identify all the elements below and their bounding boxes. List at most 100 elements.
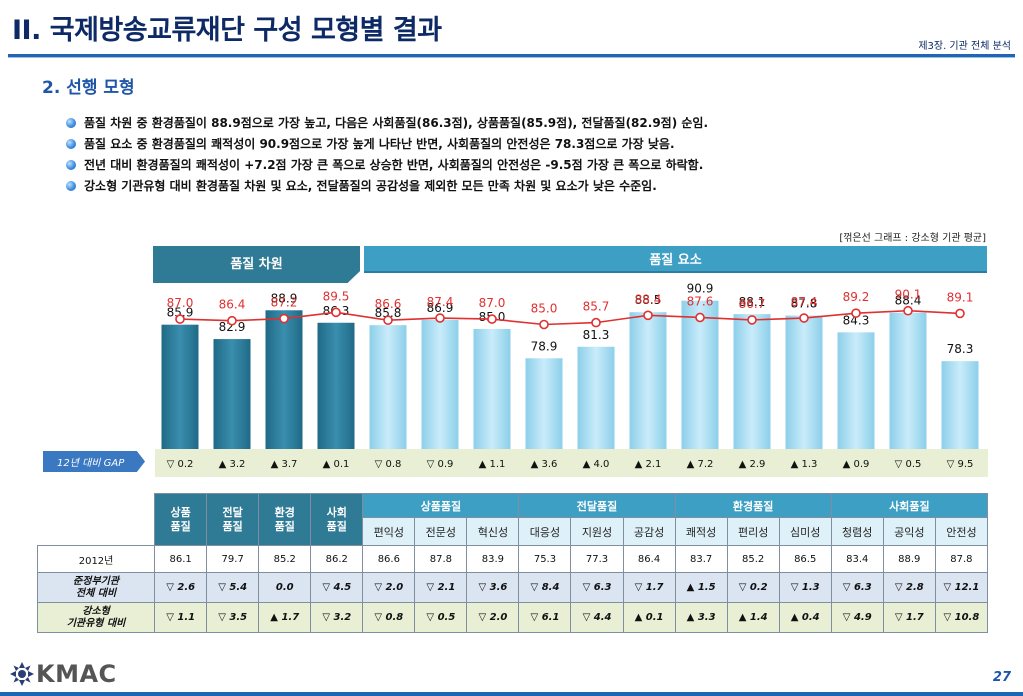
element-header: 대응성 [518,517,572,546]
gap-value: ▲ 3.6 [531,459,558,470]
dimension-header: 전달 품질 [206,493,260,546]
table-cell: ▽ 3.2 [310,602,364,633]
bar-쾌적성 [681,300,719,449]
table-cell: ▲ 0.4 [778,602,832,633]
gap-band [155,449,988,477]
gap-value: ▲ 0.9 [843,459,870,470]
title-divider [8,54,1015,58]
line-value-label: 89.2 [843,290,870,304]
line-value-label: 88.4 [635,292,662,306]
bar-value-label: 88.5 [635,293,662,307]
average-point [383,315,393,325]
table-cell: ▽ 0.8 [362,602,416,633]
average-point [591,317,601,328]
table-cell: 86.4 [622,545,676,573]
table-cell: 88.9 [882,545,936,573]
table-cell: ▽ 1.7 [882,602,936,633]
element-header: 심미성 [778,517,832,546]
table-cell: ▲ 1.4 [726,602,780,633]
score-table: 상품 품질 전달 품질 환경 품질 사회 품질 상품품질 전달품질 환경품질 사… [36,493,989,633]
average-point [799,313,809,323]
table-cell: ▽ 12.1 [934,572,989,603]
table-row: 2012년 86.1 79.7 85.2 86.2 86.6 87.8 83.9 75.3 77.… [36,545,989,573]
element-header: 편익성 [362,517,416,546]
element-header: 전문성 [414,517,468,546]
bar-전문성 [421,319,459,449]
element-header: 편리성 [726,517,780,546]
bar-편리성 [733,314,771,449]
line-value-label: 87.6 [687,294,714,308]
table-cell: ▽ 8.4 [518,572,572,603]
quality-dimension-tab: 품질 차원 [153,246,360,283]
element-header: 안전성 [934,517,989,546]
table-cell: ▲ 1.5 [674,572,728,603]
group-header: 전달품질 [518,493,676,518]
table-cell: 0.0 [258,572,312,603]
table-cell: 85.2 [726,545,780,573]
table-cell: ▽ 4.5 [310,572,364,603]
table-cell: ▽ 4.4 [570,602,624,633]
page-number: 27 [992,670,1011,685]
gap-value: ▲ 4.0 [583,459,610,470]
bullet-text: 전년 대비 환경품질의 쾌적성이 +7.2점 가장 큰 폭으로 상승한 반면, … [84,158,704,172]
dimension-header: 환경 품질 [258,493,312,546]
bar-value-label: 88.1 [739,295,766,309]
line-value-label: 90.1 [895,288,922,302]
bar-편익성 [369,325,407,449]
gap-value: ▲ 3.2 [219,459,246,470]
line-value-label: 86.6 [375,297,402,311]
table-cell: ▽ 0.5 [414,602,468,633]
bar-value-label: 85.8 [375,306,402,320]
bullet-text: 품질 요소 중 환경품질의 쾌적성이 90.9점으로 가장 높게 나타난 반면,… [84,137,675,151]
summary-bullets: 품질 차원 중 환경품질이 88.9점으로 가장 높고, 다음은 사회품질(86… [66,113,708,197]
row-label: 2012년 [36,545,156,573]
group-header: 사회품질 [830,493,989,518]
table-cell: ▽ 1.3 [778,572,832,603]
table-cell: 83.7 [674,545,728,573]
bar-심미성 [785,315,823,449]
table-cell: ▽ 4.9 [830,602,884,633]
bar-value-label: 78.3 [947,342,974,356]
table-cell: 86.6 [362,545,416,573]
gap-value: ▽ 0.9 [427,459,454,470]
bar-value-label: 85.9 [167,306,194,320]
bar-value-label: 87.8 [791,297,818,311]
bar-환경품질 [265,310,303,449]
group-header: 상품품질 [362,493,520,518]
row-label: 강소형 기관유형 대비 [36,602,156,633]
average-point [695,312,705,323]
dimension-header: 상품 품질 [154,493,208,546]
table-cell: ▽ 2.6 [154,572,208,603]
bar-안전성 [941,361,979,449]
table-cell: 85.2 [258,545,312,573]
table-cell: ▽ 6.1 [518,602,572,633]
quality-element-tab: 품질 요소 [364,246,987,273]
table-cell: 79.7 [206,545,260,573]
gap-value: ▲ 1.1 [479,459,506,470]
element-header: 지원성 [570,517,624,546]
element-header: 혁신성 [466,517,520,546]
table-cell: ▽ 1.1 [154,602,208,633]
bullet-item: 강소형 기관유형 대비 환경품질 차원 및 요소, 전달품질의 공감성을 제외한… [66,176,708,197]
bar-전달품질 [213,339,251,449]
table-cell: 86.2 [310,545,364,573]
average-point [643,310,653,321]
average-point [487,314,497,324]
line-value-label: 87.2 [271,296,298,310]
average-point [331,307,341,318]
average-point [747,315,757,325]
table-cell: 87.8 [414,545,468,573]
table-cell: 87.8 [934,545,989,573]
line-value-label: 87.4 [427,295,454,309]
gap-value: ▽ 0.2 [167,459,194,470]
table-cell: 77.3 [570,545,624,573]
line-value-label: 87.0 [479,296,506,310]
gap-value: ▲ 2.9 [739,459,766,470]
bar-value-label: 88.9 [271,291,298,305]
table-cell: 83.9 [466,545,520,573]
table-cell: ▽ 2.0 [362,572,416,603]
table-cell: 86.5 [778,545,832,573]
table-cell: ▲ 3.3 [674,602,728,633]
gap-value: ▲ 7.2 [687,459,714,470]
table-row: 강소형 기관유형 대비 ▽ 1.1 ▽ 3.5 ▲ 1.7 ▽ 3.2 ▽ 0.8 ▽ 0.… [36,602,989,633]
